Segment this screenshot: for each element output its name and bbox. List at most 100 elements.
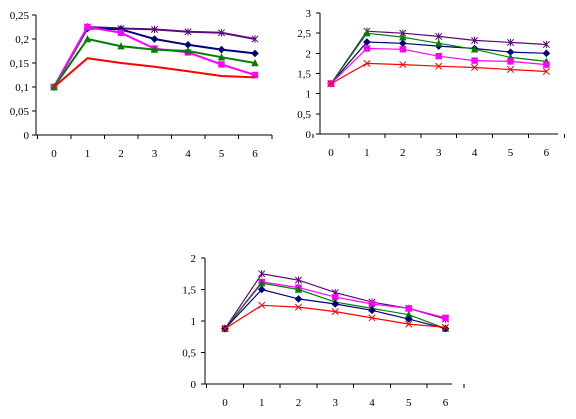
data-point bbox=[363, 38, 371, 46]
data-point bbox=[435, 62, 443, 70]
x-tick-label: 6 bbox=[443, 397, 449, 409]
data-point bbox=[405, 305, 412, 312]
x-tick-label: 1 bbox=[259, 397, 265, 409]
x-tick-label: 6 bbox=[544, 147, 550, 159]
data-point bbox=[471, 36, 479, 45]
data-point bbox=[258, 270, 266, 278]
y-tick-label: 2 bbox=[306, 48, 312, 60]
series-0 bbox=[50, 23, 259, 91]
data-point bbox=[294, 276, 303, 284]
data-point bbox=[470, 45, 479, 53]
data-point bbox=[332, 293, 339, 301]
y-tick-label: 1 bbox=[306, 89, 312, 101]
data-point bbox=[184, 47, 192, 55]
x-tick-label: 2 bbox=[296, 397, 302, 409]
y-tick-label: 0,5 bbox=[182, 348, 196, 360]
y-tick-label: 1,5 bbox=[297, 69, 311, 81]
x-tick-label: 1 bbox=[364, 147, 370, 159]
data-point bbox=[83, 35, 92, 43]
data-point bbox=[294, 295, 303, 303]
data-point bbox=[251, 71, 259, 79]
series-3 bbox=[50, 35, 259, 91]
data-point bbox=[405, 310, 413, 318]
data-point bbox=[542, 40, 550, 49]
y-tick-label: 0 bbox=[306, 129, 312, 141]
series-4 bbox=[53, 57, 256, 88]
data-point bbox=[543, 61, 550, 68]
x-tick-label: 5 bbox=[219, 148, 225, 160]
data-point bbox=[327, 80, 335, 88]
x-tick-label: 4 bbox=[369, 397, 375, 409]
data-point bbox=[363, 29, 371, 37]
data-point bbox=[257, 285, 266, 294]
data-point bbox=[435, 39, 443, 47]
data-point bbox=[441, 323, 450, 331]
series-4 bbox=[327, 59, 550, 88]
data-point bbox=[221, 325, 229, 333]
y-tick-label: 0,05 bbox=[10, 106, 30, 118]
data-point bbox=[184, 40, 192, 49]
data-point bbox=[217, 29, 226, 37]
data-point bbox=[150, 45, 159, 53]
y-tick-label: 1 bbox=[191, 316, 197, 328]
data-point bbox=[150, 25, 159, 34]
y-tick-label: 0,2 bbox=[15, 34, 29, 46]
data-point bbox=[507, 58, 514, 65]
y-tick-label: 0,15 bbox=[10, 58, 30, 70]
data-point bbox=[218, 61, 225, 68]
data-point bbox=[542, 67, 550, 76]
data-point bbox=[117, 42, 125, 50]
y-tick-label: 3 bbox=[306, 8, 312, 20]
x-tick-label: 4 bbox=[185, 148, 191, 160]
chart-top-left: 0 0,05 0,1 0,15 0,2 0,25 0 1 2 3 4 5 6 bbox=[10, 10, 273, 160]
x-tick-label: 6 bbox=[252, 148, 258, 160]
data-point bbox=[251, 59, 259, 67]
y-tick-label: 1,5 bbox=[182, 285, 196, 297]
x-tick-label: 3 bbox=[152, 148, 158, 160]
data-point bbox=[117, 29, 125, 36]
data-point bbox=[331, 307, 339, 316]
data-point bbox=[368, 314, 376, 322]
data-point bbox=[442, 314, 449, 322]
x-tick-label: 4 bbox=[472, 147, 478, 159]
data-point bbox=[217, 53, 226, 61]
data-point bbox=[331, 300, 340, 308]
data-point bbox=[471, 63, 479, 72]
series-4 bbox=[221, 301, 450, 333]
y-tick-label: 0 bbox=[191, 379, 197, 391]
y-tick-label: 2 bbox=[191, 253, 197, 265]
y-tick-label: 0,25 bbox=[10, 10, 30, 22]
x-tick-label: 2 bbox=[118, 148, 124, 160]
data-point bbox=[84, 23, 91, 31]
data-point bbox=[435, 52, 442, 60]
data-point bbox=[471, 57, 478, 64]
x-tick-label: 0 bbox=[222, 397, 228, 409]
data-point bbox=[258, 301, 266, 309]
y-tick-label: 0 bbox=[24, 130, 30, 142]
data-point bbox=[251, 49, 259, 58]
data-point bbox=[363, 59, 371, 67]
data-point bbox=[258, 279, 266, 287]
x-tick-label: 0 bbox=[328, 147, 334, 159]
data-point bbox=[506, 65, 515, 74]
chart-top-right: 0 0,5 1 1,5 2 2,5 3 0 1 2 3 4 5 6 bbox=[297, 8, 565, 159]
data-point bbox=[399, 33, 407, 41]
data-point bbox=[542, 49, 551, 58]
data-point bbox=[184, 28, 192, 36]
data-point bbox=[368, 306, 376, 315]
y-tick-label: 2,5 bbox=[297, 28, 311, 40]
data-point bbox=[117, 25, 125, 34]
series-line bbox=[53, 57, 256, 88]
data-point bbox=[217, 45, 226, 54]
data-point bbox=[435, 32, 443, 41]
chart-bottom-center: 0 0,5 1 1,5 2 0 1 2 3 4 5 6 bbox=[182, 253, 465, 409]
data-point bbox=[404, 315, 413, 323]
x-tick-label: 5 bbox=[508, 147, 514, 159]
x-tick-label: 3 bbox=[436, 147, 442, 159]
data-point bbox=[506, 48, 515, 56]
x-tick-label: 0 bbox=[51, 148, 57, 160]
y-tick-label: 0,5 bbox=[297, 109, 311, 121]
x-tick-label: 3 bbox=[333, 397, 339, 409]
data-point bbox=[363, 45, 371, 52]
